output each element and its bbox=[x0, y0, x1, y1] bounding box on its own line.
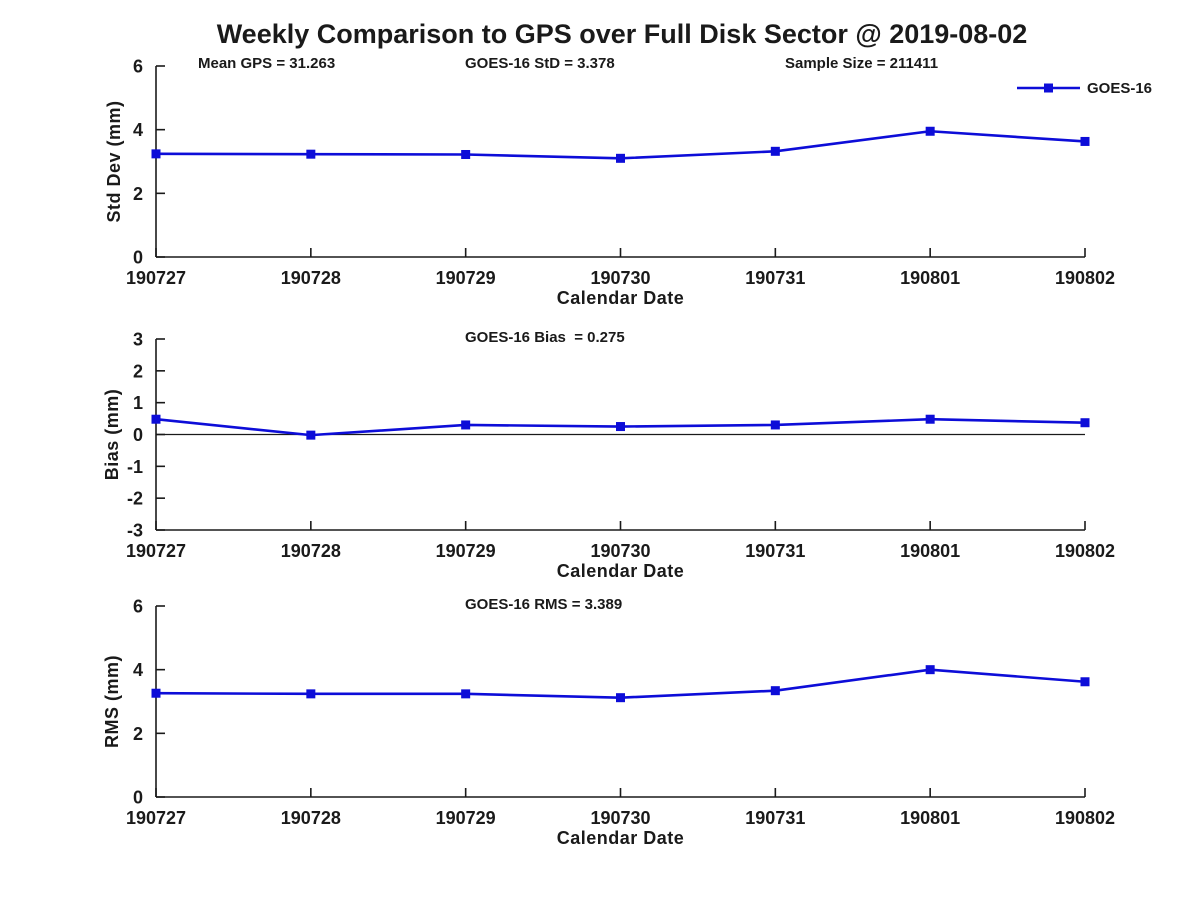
y-tick-label: -1 bbox=[127, 457, 143, 477]
x-tick-label: 190731 bbox=[745, 808, 805, 828]
y-tick-label: 3 bbox=[133, 330, 143, 350]
data-marker bbox=[1080, 677, 1090, 687]
x-tick-label: 190802 bbox=[1055, 808, 1115, 828]
stddev-plot-area: 0 2 4 6 190727 190728 190729 190730 190731 190801… bbox=[126, 57, 1115, 289]
data-marker bbox=[461, 149, 471, 159]
x-tick-label: 190731 bbox=[745, 268, 805, 288]
x-tick-label: 190727 bbox=[126, 808, 186, 828]
data-marker bbox=[925, 126, 935, 136]
legend-marker-icon bbox=[1044, 83, 1053, 93]
x-tick-label: 190801 bbox=[900, 541, 960, 561]
x-tick-label: 190730 bbox=[590, 268, 650, 288]
x-tick-label: 190728 bbox=[281, 541, 341, 561]
x-tick-label: 190801 bbox=[900, 808, 960, 828]
annotation-mean-gps: Mean GPS = 31.263 bbox=[198, 55, 335, 72]
data-marker bbox=[151, 414, 161, 424]
rms-plot-area: 0 2 4 6 190727 190728 190729 190730 190731 190801… bbox=[126, 597, 1115, 829]
data-marker bbox=[1080, 418, 1090, 428]
data-marker bbox=[1080, 136, 1090, 146]
y-tick-label: 2 bbox=[133, 361, 143, 381]
x-tick-label: 190728 bbox=[281, 268, 341, 288]
y-tick-label: 1 bbox=[133, 393, 143, 413]
figure-title: Weekly Comparison to GPS over Full Disk … bbox=[217, 19, 1028, 49]
x-tick-label: 190729 bbox=[436, 808, 496, 828]
rms-x-axis-label: Calendar Date bbox=[557, 828, 685, 848]
x-tick-label: 190729 bbox=[436, 268, 496, 288]
x-tick-label: 190801 bbox=[900, 268, 960, 288]
stddev-x-axis-label: Calendar Date bbox=[557, 288, 685, 308]
stddev-y-axis-label: Std Dev (mm) bbox=[104, 100, 124, 222]
y-tick-label: 2 bbox=[133, 724, 143, 744]
data-marker bbox=[461, 420, 471, 430]
bias-plot-area: -3 -2 -1 0 1 2 3 190727 190728 190729 190730 190731… bbox=[126, 330, 1115, 562]
data-marker bbox=[616, 153, 625, 163]
x-tick-label: 190728 bbox=[281, 808, 341, 828]
legend-label: GOES-16 bbox=[1087, 80, 1152, 97]
data-marker bbox=[306, 689, 316, 699]
legend: GOES-16 bbox=[1017, 80, 1152, 97]
data-marker bbox=[925, 414, 935, 424]
data-marker bbox=[461, 689, 471, 699]
data-marker bbox=[770, 686, 780, 696]
x-tick-label: 190730 bbox=[590, 541, 650, 561]
x-tick-label: 190727 bbox=[126, 541, 186, 561]
annotation-sample-size: Sample Size = 211411 bbox=[785, 55, 938, 72]
y-tick-label: 4 bbox=[133, 660, 143, 680]
y-tick-label: 0 bbox=[133, 248, 143, 268]
x-tick-label: 190731 bbox=[745, 541, 805, 561]
data-marker bbox=[770, 146, 780, 156]
y-tick-label: -3 bbox=[127, 521, 143, 541]
data-marker bbox=[306, 430, 316, 440]
x-tick-label: 190727 bbox=[126, 268, 186, 288]
y-tick-label: 0 bbox=[133, 425, 143, 445]
data-marker bbox=[151, 688, 161, 698]
y-tick-label: 2 bbox=[133, 184, 143, 204]
x-tick-label: 190802 bbox=[1055, 268, 1115, 288]
y-tick-label: 4 bbox=[133, 120, 143, 140]
data-marker bbox=[616, 693, 625, 703]
y-tick-label: 0 bbox=[133, 788, 143, 808]
data-marker bbox=[616, 422, 625, 432]
x-tick-label: 190729 bbox=[436, 541, 496, 561]
annotation-goes16-rms: GOES-16 RMS = 3.389 bbox=[465, 596, 622, 613]
data-marker bbox=[151, 149, 161, 159]
y-tick-label: 6 bbox=[133, 597, 143, 617]
annotation-goes16-bias: GOES-16 Bias = 0.275 bbox=[465, 329, 625, 346]
data-marker bbox=[770, 420, 780, 430]
data-marker bbox=[925, 665, 935, 675]
x-tick-label: 190802 bbox=[1055, 541, 1115, 561]
y-tick-label: -2 bbox=[127, 489, 143, 509]
rms-y-axis-label: RMS (mm) bbox=[102, 655, 122, 748]
bias-x-axis-label: Calendar Date bbox=[557, 561, 685, 581]
bias-y-axis-label: Bias (mm) bbox=[102, 389, 122, 481]
data-marker bbox=[306, 149, 316, 159]
annotation-goes16-std: GOES-16 StD = 3.378 bbox=[465, 55, 615, 72]
x-tick-label: 190730 bbox=[590, 808, 650, 828]
y-tick-label: 6 bbox=[133, 57, 143, 77]
